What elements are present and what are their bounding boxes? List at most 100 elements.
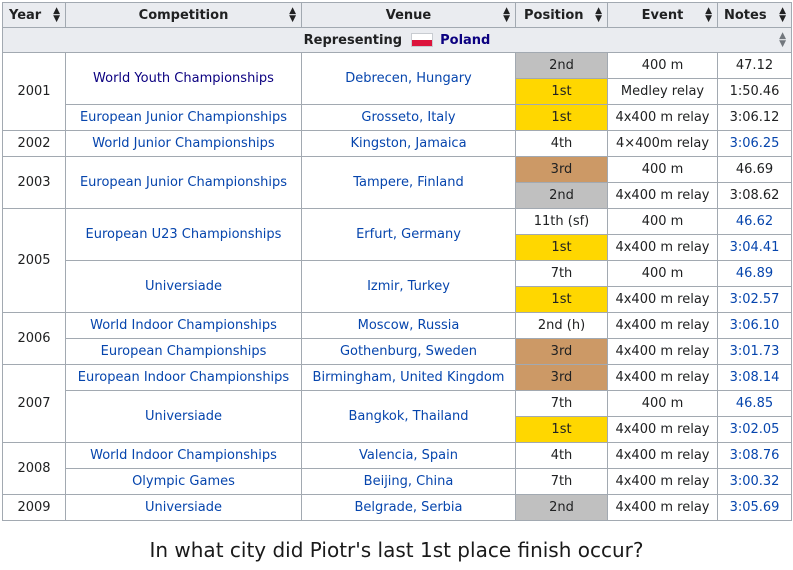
- table-row: 2006 World Indoor Championships Moscow, …: [2, 312, 792, 365]
- venue-link[interactable]: Tampere, Finland: [353, 175, 464, 190]
- notes-link[interactable]: 46.89: [735, 266, 774, 281]
- table-row: European Junior Championships Grosseto, …: [3, 104, 792, 131]
- notes-cell: 3:06.12: [717, 104, 792, 131]
- competition-link[interactable]: Olympic Games: [132, 474, 235, 489]
- event-cell: 4x400 m relay: [607, 468, 718, 495]
- venue-link[interactable]: Beijing, China: [363, 474, 454, 489]
- position-cell: 11th (sf): [515, 208, 608, 235]
- table-row: Olympic Games Beijing, China 7th 4x400 m…: [3, 468, 792, 495]
- notes-link[interactable]: 3:06.10: [729, 318, 780, 333]
- header-row: Year ▲ ▼ Competition ▲ ▼ Venue ▲ ▼ Position…: [2, 2, 792, 28]
- header-position-label: Position: [524, 7, 584, 23]
- competition-cell: European Championships: [65, 338, 302, 365]
- notes-link[interactable]: 3:04.41: [729, 240, 780, 255]
- venue-link[interactable]: Grosseto, Italy: [361, 110, 456, 125]
- venue-link[interactable]: Kingston, Jamaica: [350, 136, 467, 151]
- header-competition[interactable]: Competition ▲ ▼: [65, 2, 302, 28]
- notes-link[interactable]: 46.62: [735, 214, 774, 229]
- header-notes[interactable]: Notes ▲ ▼: [717, 2, 792, 28]
- venue-link[interactable]: Gothenburg, Sweden: [339, 344, 478, 359]
- table-row: 2002 World Junior Championships Kingston…: [2, 130, 792, 157]
- competition-link[interactable]: Universiade: [144, 279, 222, 294]
- sort-arrows-icon[interactable]: ▲ ▼: [779, 31, 786, 49]
- competition-cell: European Junior Championships: [65, 156, 302, 209]
- competition-cell: Universiade: [65, 260, 302, 313]
- competition-link[interactable]: European Junior Championships: [79, 110, 288, 125]
- competition-link[interactable]: World Junior Championships: [92, 136, 275, 151]
- sort-arrows-icon[interactable]: ▲ ▼: [779, 6, 786, 24]
- notes-cell: 1:50.46: [717, 78, 792, 105]
- competition-link[interactable]: European Indoor Championships: [77, 370, 290, 385]
- year-cell: 2006: [2, 312, 66, 365]
- table-row: Universiade Bangkok, Thailand 7th 400 m …: [3, 390, 792, 443]
- notes-cell: 3:08.14: [717, 364, 792, 391]
- country-link[interactable]: Poland: [440, 32, 491, 48]
- notes-cell: 3:05.69: [717, 494, 792, 521]
- notes-link[interactable]: 3:01.73: [729, 344, 780, 359]
- event-cell: 4x400 m relay: [607, 494, 718, 521]
- sort-arrows-icon[interactable]: ▲ ▼: [705, 6, 712, 24]
- event-cell: 400 m: [607, 52, 718, 79]
- year-cell: 2007: [2, 364, 66, 443]
- notes-link[interactable]: 3:05.69: [729, 500, 780, 515]
- header-position[interactable]: Position ▲ ▼: [515, 2, 608, 28]
- venue-link[interactable]: Erfurt, Germany: [356, 227, 461, 242]
- venue-link[interactable]: Valencia, Spain: [358, 448, 458, 463]
- table-row: European Championships Gothenburg, Swede…: [3, 338, 792, 365]
- venue-cell: Birmingham, United Kingdom: [301, 364, 516, 391]
- position-cell: 3rd: [515, 156, 608, 183]
- venue-link[interactable]: Debrecen, Hungary: [345, 71, 472, 86]
- venue-cell: Grosseto, Italy: [301, 104, 516, 131]
- header-event[interactable]: Event ▲ ▼: [607, 2, 718, 28]
- event-cell: 4x400 m relay: [607, 364, 718, 391]
- header-year[interactable]: Year ▲ ▼: [2, 2, 66, 28]
- notes-link[interactable]: 3:02.05: [729, 422, 780, 437]
- venue-link[interactable]: Izmir, Turkey: [367, 279, 450, 294]
- header-competition-label: Competition: [138, 7, 229, 23]
- header-venue[interactable]: Venue ▲ ▼: [301, 2, 516, 28]
- results-table: Year ▲ ▼ Competition ▲ ▼ Venue ▲ ▼ Position…: [2, 2, 792, 521]
- event-cell: 4x400 m relay: [607, 286, 718, 313]
- competition-link[interactable]: World Indoor Championships: [90, 318, 277, 333]
- competition-link[interactable]: World Indoor Championships: [90, 448, 277, 463]
- notes-cell: 3:02.57: [717, 286, 792, 313]
- sort-arrows-icon[interactable]: ▲ ▼: [595, 6, 602, 24]
- venue-cell: Erfurt, Germany: [301, 208, 516, 261]
- table-row: 1st 4x400 m relay 3:02.57: [3, 286, 792, 313]
- notes-link[interactable]: 3:08.76: [729, 448, 780, 463]
- notes-link[interactable]: 3:02.57: [729, 292, 780, 307]
- notes-link[interactable]: 3:08.14: [729, 370, 780, 385]
- notes-link[interactable]: 3:06.25: [729, 136, 780, 151]
- notes-cell: 3:08.62: [717, 182, 792, 209]
- competition-link[interactable]: European Junior Championships: [79, 175, 288, 190]
- venue-cell: Tampere, Finland: [301, 156, 516, 209]
- competition-cell: European Indoor Championships: [65, 364, 302, 391]
- representing-label: Representing: [303, 32, 403, 48]
- sort-arrows-icon[interactable]: ▲ ▼: [503, 6, 510, 24]
- notes-link[interactable]: 46.85: [735, 396, 774, 411]
- competition-cell: World Indoor Championships: [65, 442, 302, 469]
- competition-link[interactable]: World Youth Championships: [93, 71, 274, 86]
- venue-link[interactable]: Bangkok, Thailand: [348, 409, 469, 424]
- venue-link[interactable]: Birmingham, United Kingdom: [312, 370, 505, 385]
- table-row: 2003 European Junior Championships Tampe…: [2, 156, 792, 209]
- competition-link[interactable]: European Championships: [100, 344, 267, 359]
- venue-link[interactable]: Belgrade, Serbia: [354, 500, 463, 515]
- event-cell: 4x400 m relay: [607, 182, 718, 209]
- venue-link[interactable]: Moscow, Russia: [357, 318, 460, 333]
- sort-arrows-icon[interactable]: ▲ ▼: [289, 6, 296, 24]
- notes-link[interactable]: 3:00.32: [729, 474, 780, 489]
- competition-link[interactable]: European U23 Championships: [85, 227, 282, 242]
- sort-arrows-icon[interactable]: ▲ ▼: [53, 6, 60, 24]
- year-cell: 2009: [2, 494, 66, 521]
- representing-row: Representing Poland ▲ ▼: [2, 27, 792, 53]
- competition-cell: Universiade: [65, 390, 302, 443]
- table-row: 2005 European U23 Championships Erfurt, …: [2, 208, 792, 313]
- competition-link[interactable]: Universiade: [144, 409, 222, 424]
- position-cell: 4th: [515, 442, 608, 469]
- competition-cell: Olympic Games: [65, 468, 302, 495]
- year-cell: 2008: [2, 442, 66, 495]
- year-cell: 2005: [2, 208, 66, 313]
- position-cell: 2nd: [515, 182, 608, 209]
- competition-link[interactable]: Universiade: [144, 500, 222, 515]
